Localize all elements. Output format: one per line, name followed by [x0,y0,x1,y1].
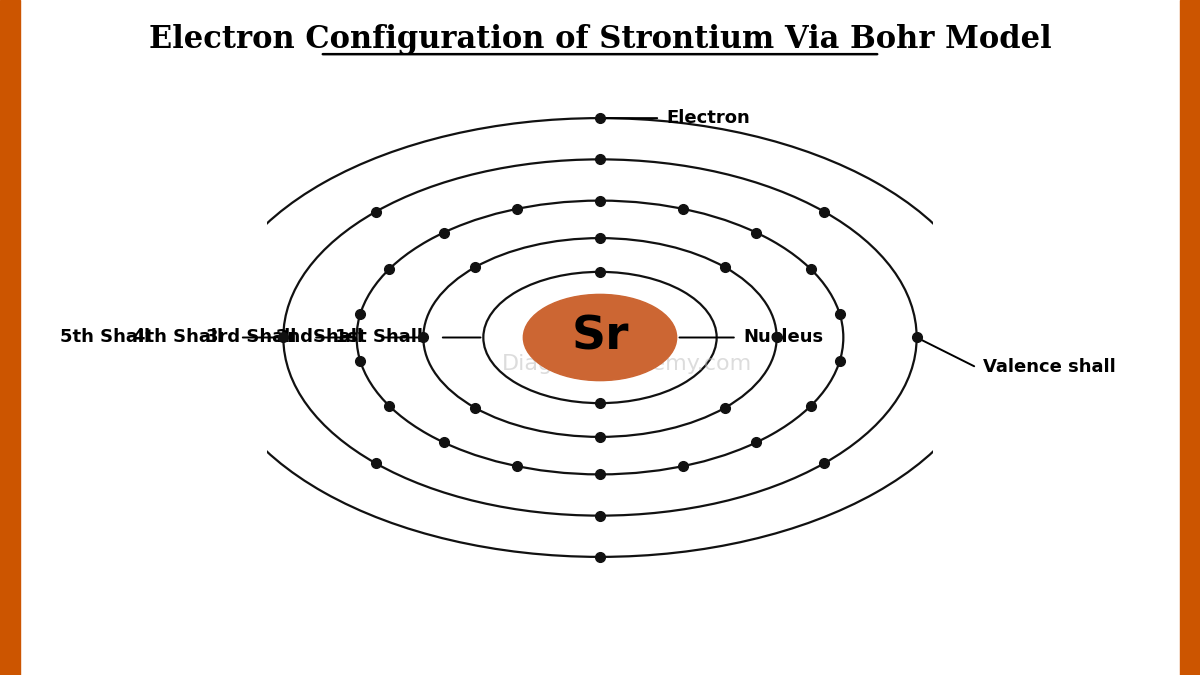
Text: Valence shall: Valence shall [983,358,1116,377]
Ellipse shape [523,294,677,381]
Text: DiagramAcademy.com: DiagramAcademy.com [502,354,751,374]
Text: 3rd Shall: 3rd Shall [206,329,296,346]
Text: 4th Shall: 4th Shall [133,329,223,346]
Text: Nucleus: Nucleus [743,329,823,346]
Text: Electron: Electron [667,109,750,127]
Text: 2ndShall: 2ndShall [275,329,364,346]
Text: Electron Configuration of Strontium Via Bohr Model: Electron Configuration of Strontium Via … [149,24,1051,55]
Text: 5th Shall: 5th Shall [60,329,150,346]
Text: Sr: Sr [571,315,629,360]
Text: 1st Shall: 1st Shall [335,329,424,346]
